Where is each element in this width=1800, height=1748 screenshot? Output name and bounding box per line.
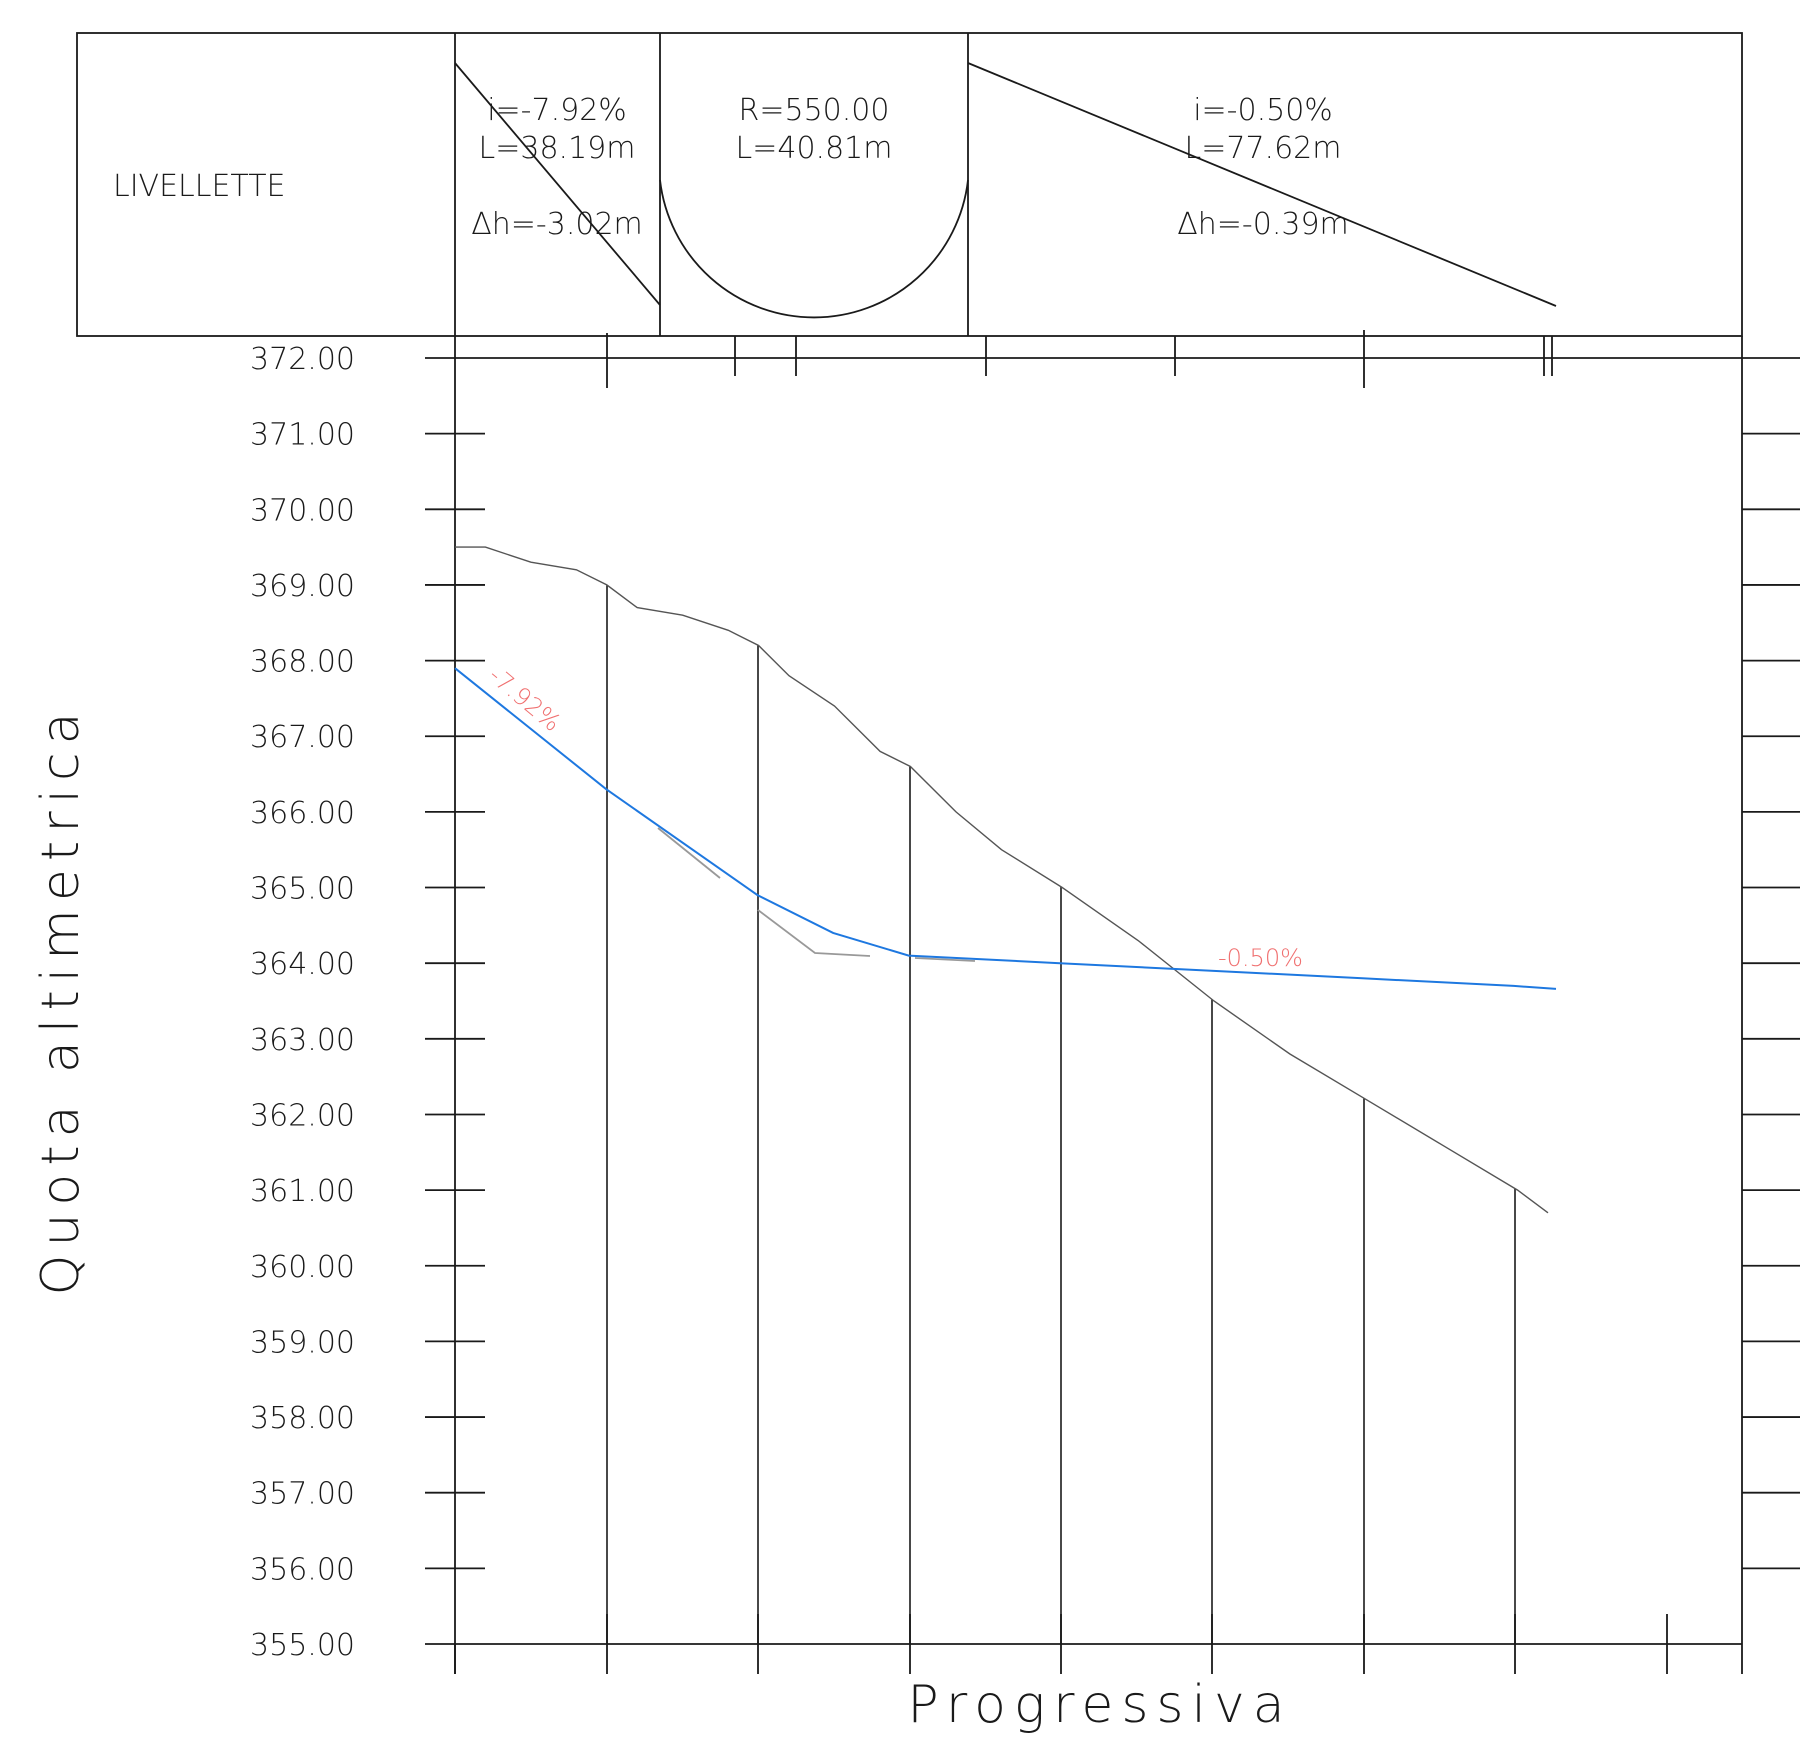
band-title: LIVELLETTE (113, 169, 286, 204)
grade-1-length: L=38.19m (479, 131, 636, 166)
station-lines (606, 585, 1516, 1644)
y-axis-title: Quota altimetrica (31, 705, 91, 1296)
grade-1-slope-glyph (454, 62, 661, 306)
y-tick-label: 366.00 (250, 796, 355, 831)
tangent-extension (657, 827, 721, 879)
grade-table-band (76, 32, 1743, 337)
grade-2-slope-value: i=-0.50% (1193, 93, 1333, 128)
y-tick-label: 369.00 (250, 569, 355, 604)
y-axis-ticks: 372.00 371.00 370.00 369.00 368.00 367.00 366.… (250, 342, 1800, 1663)
grade-2-delta-h: Δh=-0.39m (1177, 207, 1349, 242)
y-tick-label: 370.00 (250, 493, 355, 528)
y-tick-label: 359.00 (250, 1325, 355, 1360)
tangent-extension (757, 909, 871, 957)
curve-length: L=40.81m (736, 131, 893, 166)
x-axis-title: Progressiva (907, 1675, 1292, 1735)
y-tick-label: 363.00 (250, 1023, 355, 1058)
top-station-ticks (606, 330, 1553, 388)
y-tick-label: 365.00 (250, 872, 355, 907)
construction-lines (657, 827, 976, 962)
design-grade-line (454, 667, 1557, 990)
grade-label-second: -0.50% (1218, 944, 1303, 972)
vertical-curve-glyph (659, 179, 969, 319)
y-tick-label: 356.00 (250, 1552, 355, 1587)
y-tick-label: 371.00 (250, 418, 355, 453)
y-tick-label: 357.00 (250, 1477, 355, 1512)
y-tick-label: 362.00 (250, 1098, 355, 1133)
y-tick-label: 367.00 (250, 720, 355, 755)
y-tick-label: 368.00 (250, 645, 355, 680)
y-tick-label: 355.00 (250, 1628, 355, 1663)
y-tick-label: 360.00 (250, 1250, 355, 1285)
grade-1-delta-h: Δh=-3.02m (471, 207, 643, 242)
y-tick-label: 358.00 (250, 1401, 355, 1436)
band-texts: LIVELLETTE i=-7.92% L=38.19m Δh=-3.02m R… (113, 93, 1349, 242)
grade-1-slope-value: i=-7.92% (487, 93, 627, 128)
plot-frame (425, 336, 1800, 1674)
grade-2-slope-glyph (967, 62, 1557, 307)
grade-label-first: -7.92% (483, 661, 566, 737)
curve-radius: R=550.00 (739, 93, 890, 128)
y-tick-label: 361.00 (250, 1174, 355, 1209)
bottom-station-ticks (454, 1614, 1668, 1674)
band-frame (76, 32, 1743, 337)
y-tick-label: 364.00 (250, 947, 355, 982)
terrain-profile-line (455, 546, 1549, 1214)
grade-2-length: L=77.62m (1185, 131, 1342, 166)
y-tick-label: 372.00 (250, 342, 355, 377)
tangent-extension (914, 957, 976, 962)
